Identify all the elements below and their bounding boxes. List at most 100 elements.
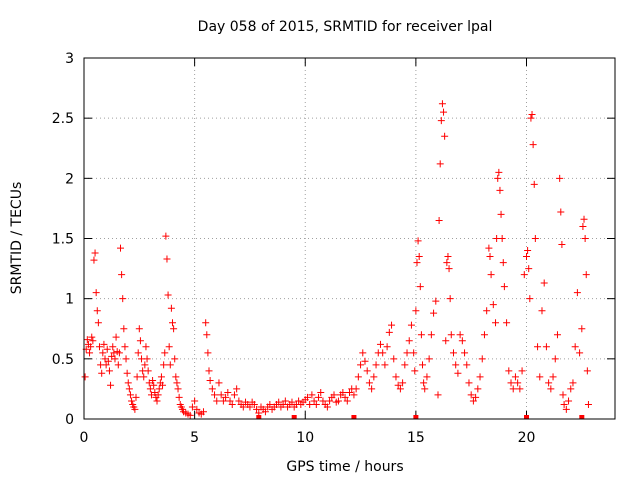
data-point xyxy=(582,271,590,279)
data-point xyxy=(551,355,559,363)
data-point xyxy=(339,389,347,397)
data-point xyxy=(496,186,504,194)
data-point xyxy=(346,389,353,397)
data-point xyxy=(487,271,495,279)
data-point xyxy=(549,373,557,381)
x-tick-label: 10 xyxy=(296,430,314,446)
data-point xyxy=(441,132,449,140)
data-point xyxy=(191,397,199,405)
data-point xyxy=(83,336,91,344)
y-tick-label: 1.5 xyxy=(52,232,74,248)
data-point xyxy=(154,391,162,399)
data-point xyxy=(135,325,143,333)
data-point xyxy=(437,117,445,125)
data-point xyxy=(434,391,442,399)
data-point xyxy=(105,367,113,375)
data-point xyxy=(172,373,180,381)
data-point xyxy=(423,373,431,381)
data-point xyxy=(511,373,519,381)
y-tick-label: 0.5 xyxy=(52,352,74,368)
data-point xyxy=(222,393,230,401)
data-point xyxy=(206,376,214,384)
data-point xyxy=(472,393,480,401)
data-point xyxy=(507,379,515,387)
data-point xyxy=(573,289,581,297)
data-point xyxy=(103,345,111,353)
data-point xyxy=(334,397,342,405)
data-point xyxy=(405,337,413,345)
data-point xyxy=(133,373,141,381)
data-point xyxy=(228,401,236,409)
data-point xyxy=(169,319,176,327)
data-point xyxy=(540,279,548,287)
data-point xyxy=(370,373,378,381)
y-tick-label: 3 xyxy=(65,51,74,67)
data-point xyxy=(146,385,154,393)
data-point xyxy=(144,367,152,375)
data-point xyxy=(553,331,561,339)
data-point xyxy=(430,309,438,317)
data-point xyxy=(354,373,362,381)
data-point xyxy=(235,397,243,405)
gap-markers xyxy=(256,415,585,419)
data-point xyxy=(341,393,349,401)
data-point xyxy=(323,403,331,411)
gap-marker xyxy=(351,415,357,419)
data-point xyxy=(399,379,407,387)
data-point xyxy=(528,111,536,119)
data-point xyxy=(193,405,201,413)
data-point xyxy=(86,349,94,357)
data-point xyxy=(295,397,303,405)
data-point xyxy=(131,405,139,413)
data-point xyxy=(202,319,210,327)
data-point xyxy=(584,401,592,409)
data-point xyxy=(199,408,207,416)
data-point xyxy=(531,235,539,242)
data-point xyxy=(125,385,133,393)
data-point xyxy=(536,373,544,381)
plot-frame xyxy=(83,57,616,420)
data-point xyxy=(547,385,555,393)
data-point xyxy=(443,259,451,267)
data-point xyxy=(523,253,530,261)
data-point xyxy=(520,271,528,279)
data-point xyxy=(376,340,384,348)
data-point xyxy=(99,349,107,357)
data-point xyxy=(390,355,398,363)
data-point xyxy=(279,401,287,409)
data-point xyxy=(503,319,511,327)
data-point xyxy=(365,379,373,387)
data-point xyxy=(413,259,421,267)
data-point xyxy=(134,349,142,357)
data-point xyxy=(534,343,542,351)
data-point xyxy=(427,331,435,339)
data-point xyxy=(500,283,508,291)
data-point xyxy=(142,343,150,351)
data-point xyxy=(303,393,311,401)
data-point xyxy=(217,391,225,399)
data-point xyxy=(412,307,420,315)
data-point xyxy=(495,168,503,176)
data-point xyxy=(381,361,389,369)
x-tick-label: 0 xyxy=(80,430,89,446)
data-point xyxy=(87,343,95,351)
data-point xyxy=(275,398,283,406)
data-point xyxy=(171,355,179,363)
data-point xyxy=(89,337,97,345)
data-point xyxy=(363,367,371,375)
data-point xyxy=(92,289,100,297)
data-point xyxy=(526,295,534,303)
data-point xyxy=(317,389,325,397)
data-point xyxy=(261,408,269,416)
gap-marker xyxy=(579,415,585,419)
data-point xyxy=(545,379,553,387)
gap-marker xyxy=(256,415,262,419)
data-point xyxy=(161,349,169,357)
data-point xyxy=(128,397,136,405)
data-point xyxy=(581,235,589,242)
data-point xyxy=(150,381,158,389)
data-point xyxy=(121,343,129,351)
data-point xyxy=(379,349,387,357)
data-point xyxy=(153,397,161,405)
data-point xyxy=(565,397,573,405)
